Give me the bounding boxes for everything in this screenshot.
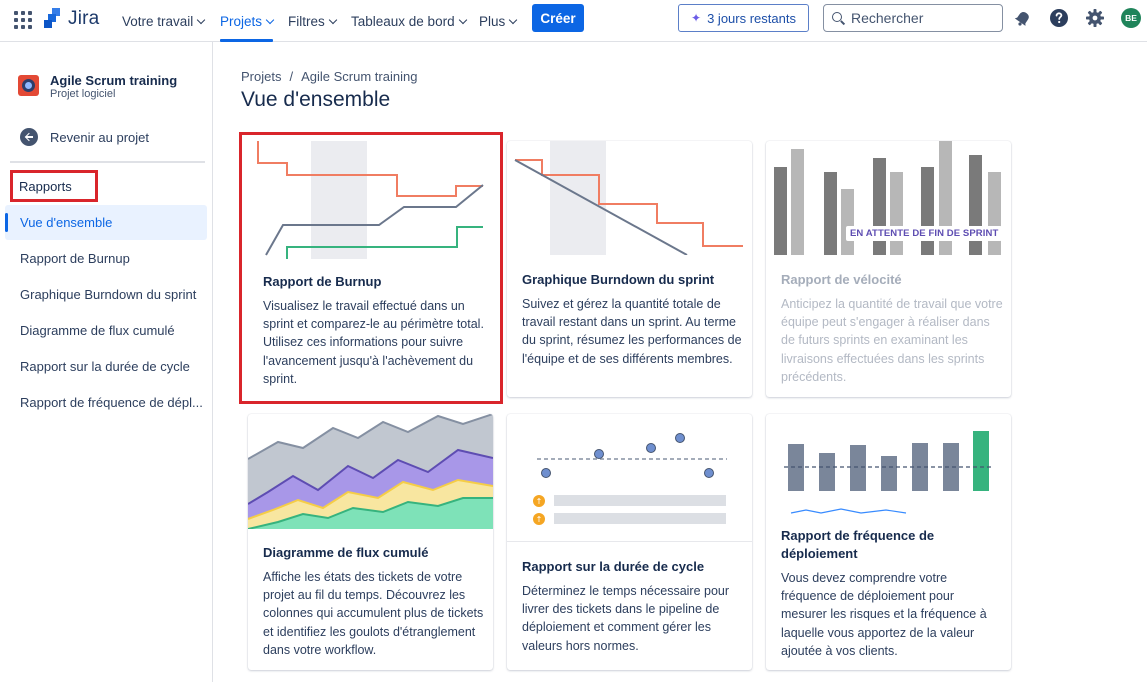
back-to-project-link[interactable]: Revenir au projet — [20, 128, 149, 146]
sparkle-icon: ✦ — [691, 11, 702, 25]
cycle-time-illustration: ↑ ↑ — [507, 433, 752, 542]
nav-tableaux-de-bord[interactable]: Tableaux de bord — [351, 0, 467, 42]
sidebar-item-burndown[interactable]: Graphique Burndown du sprint — [20, 287, 197, 302]
nav-filtres[interactable]: Filtres — [288, 0, 337, 42]
sidebar-item-cumulative-flow[interactable]: Diagramme de flux cumulé — [20, 323, 175, 338]
svg-text:↑: ↑ — [536, 515, 543, 524]
report-card-burndown[interactable]: Graphique Burndown du sprint Suivez et g… — [507, 141, 752, 397]
trial-label: 3 jours restants — [707, 10, 796, 26]
card-title: Rapport de Burnup — [263, 274, 382, 289]
chevron-down-icon — [328, 15, 337, 24]
jira-logo[interactable]: Jira — [42, 8, 99, 30]
chevron-down-icon — [197, 15, 206, 24]
sidebar-item-deployment-frequency[interactable]: Rapport de fréquence de dépl... — [20, 395, 203, 410]
svg-text:↑: ↑ — [536, 497, 543, 506]
project-avatar-icon — [18, 75, 39, 96]
arrow-left-icon — [20, 128, 38, 146]
report-card-deployment-frequency[interactable]: Rapport de fréquence de déploiement Vous… — [766, 414, 1011, 670]
breadcrumb-project[interactable]: Agile Scrum training — [301, 69, 418, 84]
product-name: Jira — [68, 8, 100, 29]
card-description: Affiche les états des tickets de votre p… — [263, 570, 484, 657]
search-box[interactable] — [823, 4, 1003, 32]
nav-projets[interactable]: Projets — [220, 0, 275, 42]
project-name[interactable]: Agile Scrum training — [50, 73, 178, 88]
nav-plus[interactable]: Plus — [479, 0, 518, 42]
trial-button[interactable]: ✦ 3 jours restants — [678, 4, 809, 32]
card-title: Graphique Burndown du sprint — [522, 272, 715, 287]
search-icon — [832, 11, 845, 25]
card-title: Rapport de fréquence de déploiement — [781, 528, 935, 561]
top-navigation: Jira Votre travail Projets Filtres Table… — [0, 0, 1147, 42]
settings-gear-icon[interactable] — [1085, 8, 1105, 28]
chevron-down-icon — [265, 15, 275, 24]
sidebar-item-cycle-time[interactable]: Rapport sur la durée de cycle — [20, 359, 190, 374]
sidebar-item-overview[interactable]: Vue d'ensemble — [5, 205, 207, 240]
project-type: Projet logiciel — [50, 88, 116, 100]
card-description: Visualisez le travail effectué dans un s… — [263, 299, 484, 386]
breadcrumb-projects[interactable]: Projets — [241, 69, 282, 84]
card-title: Diagramme de flux cumulé — [263, 545, 429, 560]
reports-heading: Rapports — [10, 170, 98, 202]
card-title: Rapport de vélocité — [781, 272, 902, 287]
card-description: Vous devez comprendre votre fréquence de… — [781, 571, 987, 658]
card-description: Suivez et gérez la quantité totale de tr… — [522, 297, 742, 366]
sidebar-divider — [10, 161, 205, 163]
card-title: Rapport sur la durée de cycle — [522, 559, 705, 574]
burnup-illustration — [257, 141, 484, 259]
card-description: Anticipez la quantité de travail que vot… — [781, 297, 1003, 384]
card-description: Déterminez le temps nécessaire pour livr… — [522, 584, 730, 653]
report-card-cumulative-flow[interactable]: Diagramme de flux cumulé Affiche les éta… — [248, 414, 493, 670]
page-title: Vue d'ensemble — [241, 88, 391, 111]
create-button[interactable]: Créer — [532, 4, 584, 32]
report-card-cycle-time[interactable]: ↑ ↑ Rapport sur la durée de cycle Déterm… — [507, 414, 752, 670]
report-card-burnup[interactable]: Rapport de Burnup Visualisez le travail … — [239, 132, 503, 404]
breadcrumb: Projets / Agile Scrum training — [241, 69, 418, 84]
project-sidebar: Agile Scrum training Projet logiciel Rev… — [0, 42, 213, 682]
help-icon[interactable] — [1049, 8, 1069, 28]
notifications-icon[interactable] — [1013, 8, 1033, 28]
burndown-illustration — [514, 141, 743, 255]
app-switcher-icon[interactable] — [14, 11, 32, 29]
status-badge: EN ATTENTE DE FIN DE SPRINT — [846, 226, 1003, 241]
nav-votre-travail[interactable]: Votre travail — [122, 0, 206, 42]
search-input[interactable] — [851, 10, 991, 26]
chevron-down-icon — [509, 15, 518, 24]
jira-logo-icon — [44, 8, 60, 28]
cumulative-flow-illustration — [248, 414, 493, 529]
user-avatar[interactable]: BE — [1121, 8, 1141, 28]
chevron-down-icon — [458, 15, 467, 24]
sidebar-item-burnup[interactable]: Rapport de Burnup — [20, 251, 130, 266]
deployment-frequency-illustration — [784, 431, 994, 514]
report-card-velocity[interactable]: EN ATTENTE DE FIN DE SPRINT Rapport de v… — [766, 141, 1011, 397]
